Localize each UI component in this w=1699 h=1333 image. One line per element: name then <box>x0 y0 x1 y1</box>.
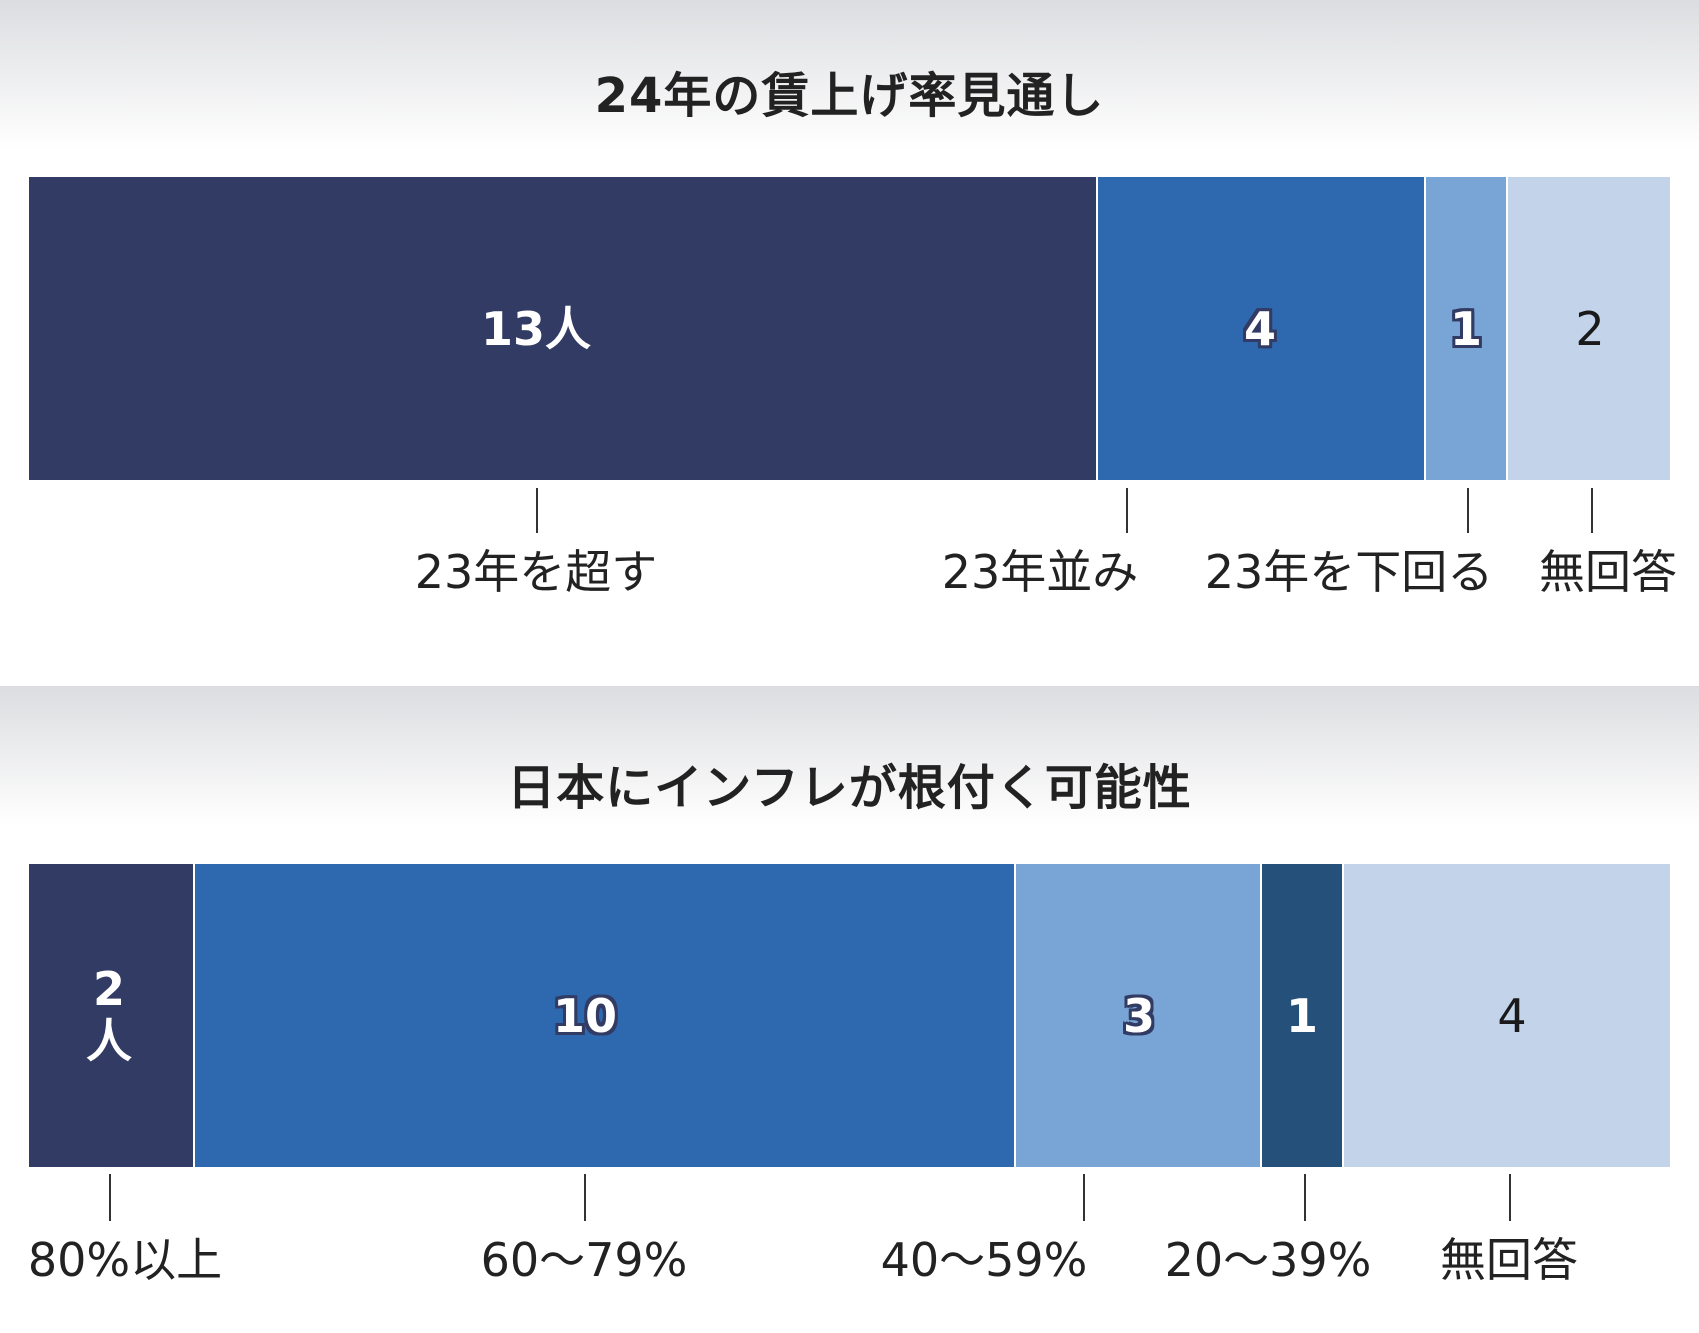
chart1-category-label-1: 23年を超す <box>414 545 658 599</box>
chart1-bar <box>29 177 1670 480</box>
chart2-segment-2 <box>193 864 1014 1167</box>
chart2-segment-4 <box>1259 864 1342 1167</box>
chart2-leader-line-4 <box>1304 1174 1306 1221</box>
chart1-value-label-1: 13人 <box>480 301 592 356</box>
chart2-segment-5 <box>1341 864 1670 1167</box>
chart1-leader-line-2 <box>1126 488 1128 533</box>
chart1-title: 24年の賃上げ率見通し <box>594 68 1105 124</box>
chart1-header-band <box>0 0 1699 150</box>
chart2-category-label-2: 60～79% <box>480 1233 688 1287</box>
chart1-segment-2 <box>1095 177 1424 480</box>
chart2-title: 日本にインフレが根付く可能性 <box>507 760 1192 816</box>
chart2-value-label-4: 1 <box>1285 988 1319 1043</box>
chart1-leader-line-3 <box>1467 488 1469 533</box>
chart1-segment-4 <box>1505 177 1670 480</box>
chart2-value-label-3: 3 <box>1122 988 1156 1043</box>
chart1-category-label-2: 23年並み <box>941 545 1139 599</box>
chart1-value-label-2: 4 <box>1243 301 1277 356</box>
chart1-category-label-3: 23年を下回る <box>1204 545 1494 599</box>
chart2-value-label-2: 10 <box>552 988 618 1043</box>
chart1-leader-line-1 <box>536 488 538 533</box>
chart2-leader-line-1 <box>109 1174 111 1221</box>
chart1-value-label-4: 2 <box>1575 301 1605 356</box>
chart1-segment-1 <box>29 177 1096 480</box>
chart2-header-band <box>0 686 1699 826</box>
chart1-segment-3 <box>1423 177 1506 480</box>
chart2-bar <box>29 864 1670 1167</box>
chart2-leader-line-2 <box>584 1174 586 1221</box>
chart1-category-label-4: 無回答 <box>1539 545 1677 599</box>
chart2-segment-1 <box>29 864 194 1167</box>
chart2-category-label-4: 20～39% <box>1164 1233 1372 1287</box>
chart2-leader-line-5 <box>1509 1174 1511 1221</box>
chart2-value-label-1: 2人 <box>86 961 132 1069</box>
chart2-value-label-5: 4 <box>1497 988 1527 1043</box>
chart2-category-label-5: 無回答 <box>1440 1233 1578 1287</box>
chart1-value-label-3: 1 <box>1449 301 1483 356</box>
chart2-category-label-3: 40～59% <box>880 1233 1088 1287</box>
chart2-segment-3 <box>1013 864 1260 1167</box>
chart2-category-label-1: 80%以上 <box>27 1233 223 1287</box>
chart2-leader-line-3 <box>1083 1174 1085 1221</box>
chart1-leader-line-4 <box>1591 488 1593 533</box>
